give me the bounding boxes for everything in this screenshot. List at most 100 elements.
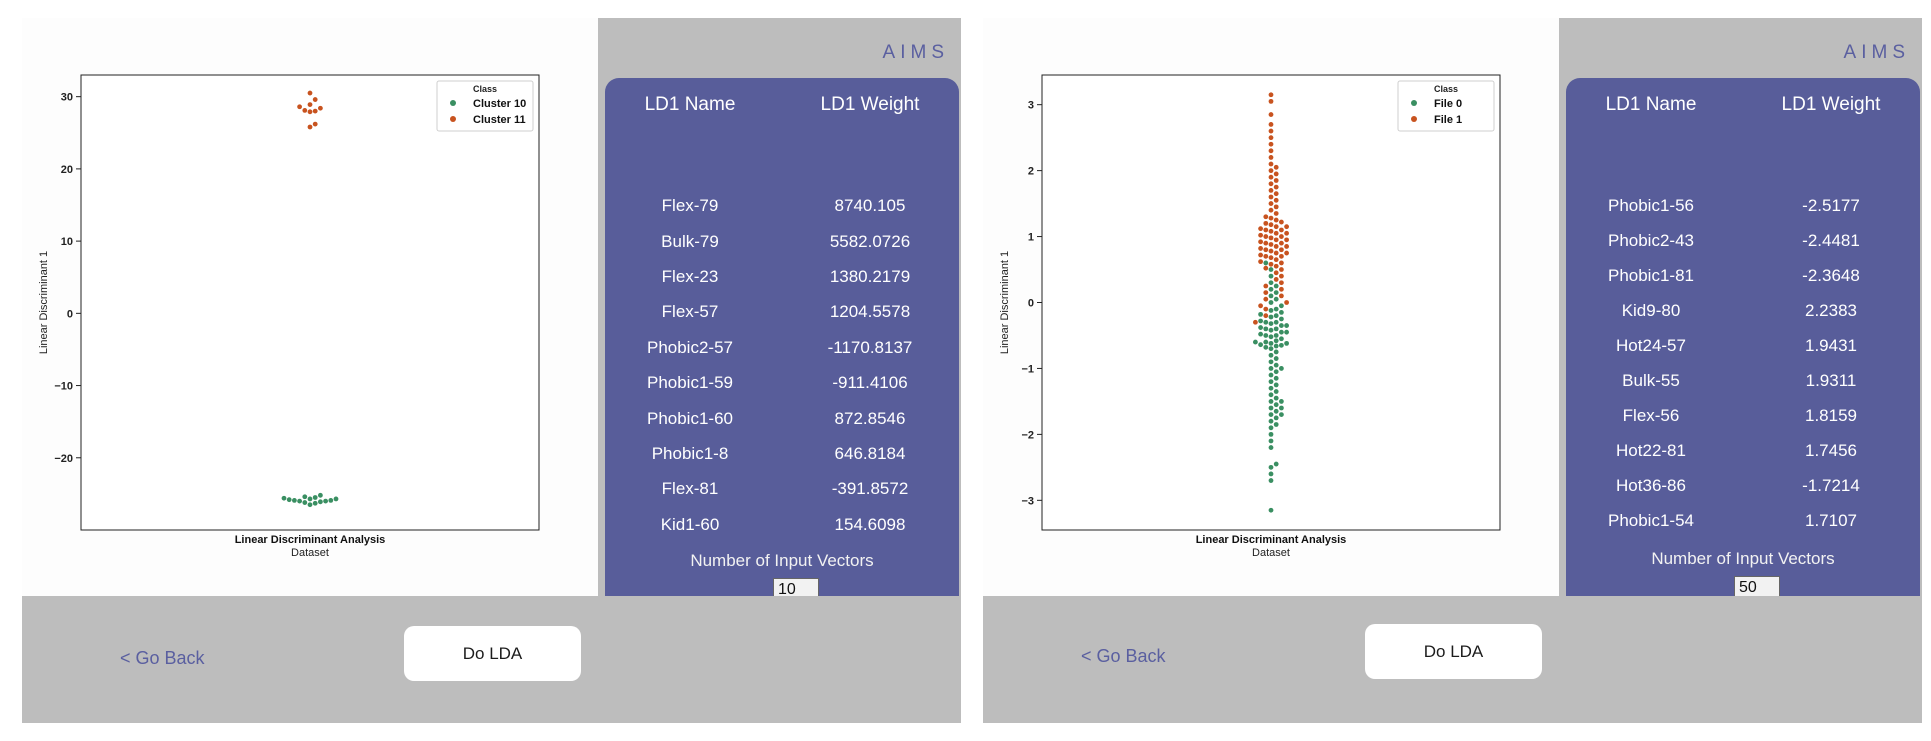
legend-entry: Cluster 10 <box>473 98 526 110</box>
ld1-name-cell: Hot36-86 <box>1616 476 1686 495</box>
do-lda-button[interactable]: Do LDA <box>1365 624 1542 679</box>
ld1-name-cell: Flex-56 <box>1622 406 1680 425</box>
ld1-weight-cell: -1170.8137 <box>827 338 913 357</box>
data-point <box>1273 191 1279 197</box>
ld1-weight-cell: -1.7214 <box>1802 476 1860 495</box>
data-point <box>1268 418 1274 424</box>
data-point <box>1258 325 1263 330</box>
legend-marker <box>450 116 456 122</box>
data-point <box>1258 303 1263 309</box>
data-point <box>1279 316 1284 322</box>
data-point <box>1268 135 1274 141</box>
data-point <box>297 498 302 504</box>
data-point <box>1268 405 1274 411</box>
data-point <box>1268 273 1274 279</box>
data-point <box>1273 230 1279 236</box>
data-point <box>1273 306 1279 312</box>
data-point <box>312 97 318 102</box>
do-lda-button[interactable]: Do LDA <box>404 626 581 681</box>
data-point <box>1268 267 1274 272</box>
data-point <box>323 498 328 504</box>
data-point <box>1268 392 1274 398</box>
ld1-weight-cell: 1.9431 <box>1805 336 1857 355</box>
data-point <box>1279 293 1284 299</box>
data-point <box>1268 412 1274 418</box>
ld1-table-row: Phobic1-8 646.8184 <box>605 444 959 474</box>
data-point <box>1273 283 1279 289</box>
go-back-link[interactable]: < Go Back <box>1081 646 1166 666</box>
data-point <box>1279 309 1284 315</box>
data-point <box>1263 326 1269 332</box>
ld1-table-row: Phobic2-57 -1170.8137 <box>605 338 959 368</box>
data-point <box>1268 248 1274 254</box>
data-point <box>1284 250 1289 256</box>
data-point <box>1279 260 1284 266</box>
data-point <box>1268 228 1274 234</box>
data-point <box>1279 323 1284 328</box>
num-input-vectors-label: Number of Input Vectors <box>1651 549 1835 568</box>
data-point <box>1268 235 1274 241</box>
data-point <box>1268 155 1274 160</box>
data-point <box>1268 379 1274 385</box>
data-point <box>312 108 318 114</box>
x-tick-label: Dataset <box>291 547 329 559</box>
data-point <box>1273 343 1279 349</box>
ld1-table-row: Phobic1-60 872.8546 <box>605 409 959 439</box>
ld1-weight-cell: 1.9311 <box>1805 371 1857 390</box>
data-point <box>1263 265 1269 271</box>
data-point <box>1268 122 1274 127</box>
data-point <box>1273 217 1279 223</box>
data-point <box>1268 399 1274 404</box>
data-point <box>1273 296 1279 302</box>
lda-panel-1: 30 20 10 0 −10 −20 Linear Discriminant 1 Linear… <box>0 0 965 741</box>
data-point <box>1268 327 1274 333</box>
data-point <box>1268 128 1274 134</box>
data-point <box>1284 329 1289 335</box>
data-point <box>1263 240 1269 246</box>
action-bar: < Go Back Do LDA <box>983 596 1922 723</box>
legend-marker <box>1411 100 1417 106</box>
data-point <box>1273 204 1279 210</box>
y-tick-label: 20 <box>61 164 73 176</box>
data-point <box>1268 464 1274 470</box>
ld1-name-cell: Phobic1-8 <box>651 444 729 463</box>
ld1-weight-cell: 5582.0726 <box>829 232 911 251</box>
data-point <box>1268 194 1274 200</box>
data-point <box>1273 237 1279 243</box>
data-point <box>1279 342 1284 348</box>
data-point <box>1279 336 1284 342</box>
brand-logo: AIMS <box>882 42 949 63</box>
ld1-weight-cell: -2.4481 <box>1802 231 1860 250</box>
data-point <box>318 499 323 505</box>
data-point <box>1273 197 1279 203</box>
data-point <box>1268 187 1274 193</box>
ld1-table-row: Bulk-55 1.9311 <box>1566 371 1920 401</box>
data-point <box>1268 286 1274 292</box>
ld1-weight-cell: -2.5177 <box>1802 196 1860 215</box>
legend-entry: File 1 <box>1434 114 1462 126</box>
data-point <box>1273 338 1279 344</box>
data-point <box>1284 300 1289 305</box>
data-point <box>328 497 334 503</box>
y-tick-label: 3 <box>1028 100 1034 112</box>
go-back-link[interactable]: < Go Back <box>120 648 205 668</box>
ld1-table-row: Phobic1-59 -911.4106 <box>605 373 959 403</box>
data-point <box>1273 178 1279 183</box>
y-axis-label: Linear Discriminant 1 <box>999 251 1011 354</box>
ld1-weight-cell: -391.8572 <box>831 479 909 498</box>
data-point <box>1273 461 1279 467</box>
data-point <box>1263 296 1269 302</box>
data-point <box>1268 92 1274 98</box>
data-point <box>1268 314 1274 320</box>
ld1-weight-cell: 2.2383 <box>1805 301 1857 320</box>
data-point <box>302 494 308 500</box>
data-point <box>1263 339 1269 345</box>
data-point <box>1268 261 1274 267</box>
ld1-name-cell: Hot24-57 <box>1616 336 1686 355</box>
x-axis-label: Linear Discriminant Analysis <box>235 534 386 546</box>
data-point <box>307 109 313 115</box>
ld1-weight-cell: -2.3648 <box>1802 266 1860 285</box>
y-tick-label: −10 <box>54 381 73 393</box>
legend-marker <box>1411 116 1417 122</box>
data-point <box>1279 303 1284 309</box>
